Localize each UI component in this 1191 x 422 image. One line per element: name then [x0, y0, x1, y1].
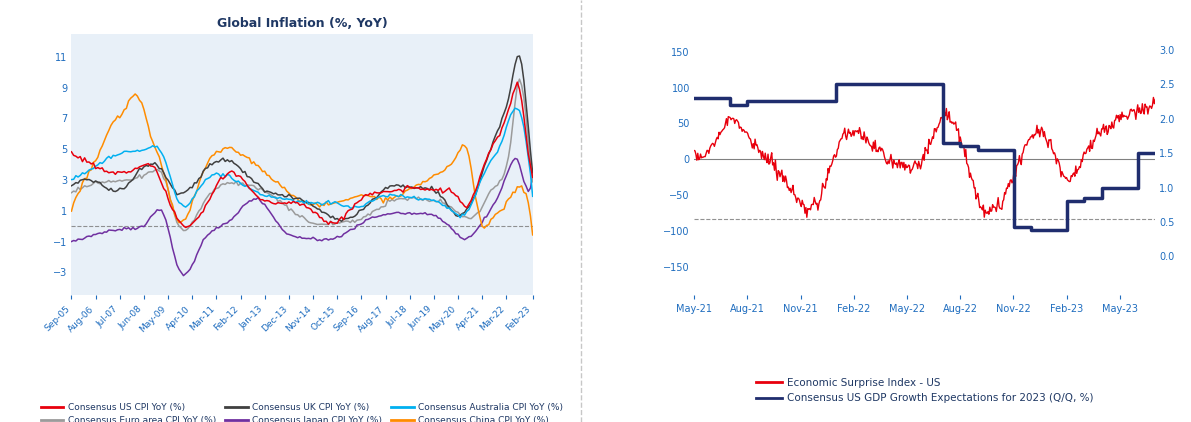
- Title: Global Inflation (%, YoY): Global Inflation (%, YoY): [217, 17, 387, 30]
- Legend: Economic Surprise Index - US, Consensus US GDP Growth Expectations for 2023 (Q/Q: Economic Surprise Index - US, Consensus …: [752, 374, 1098, 407]
- Legend: Consensus US CPI YoY (%), Consensus Euro area CPI YoY (%), Consensus UK CPI YoY : Consensus US CPI YoY (%), Consensus Euro…: [37, 399, 567, 422]
